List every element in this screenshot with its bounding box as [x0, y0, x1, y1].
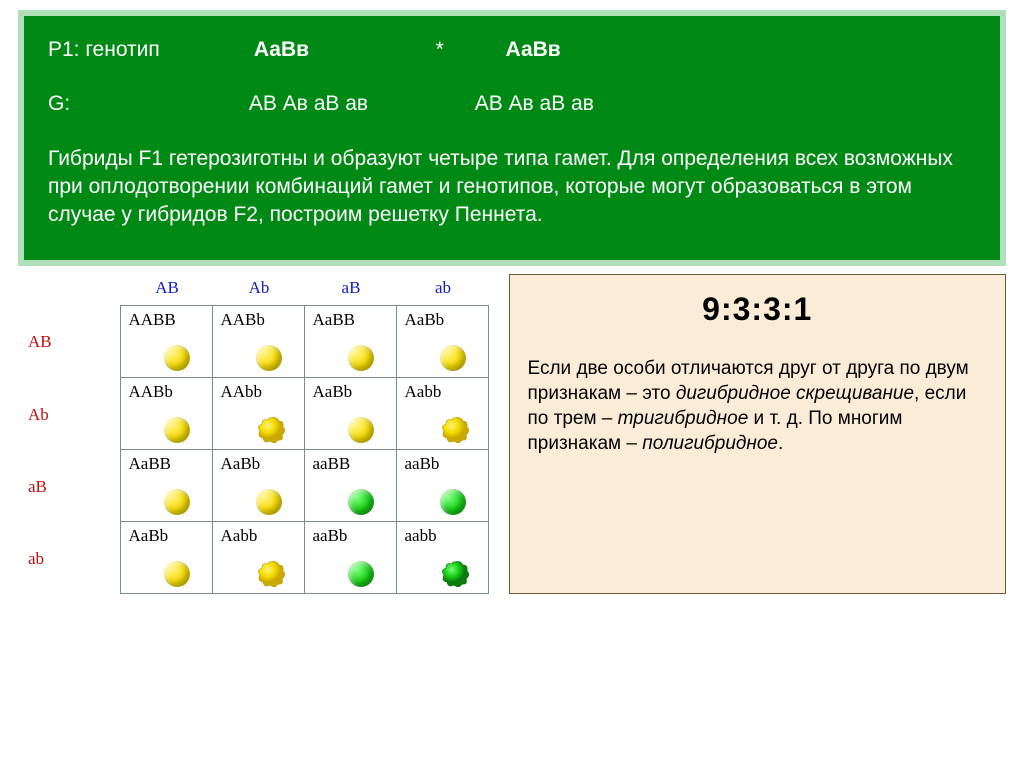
- row-header: AB: [28, 306, 120, 378]
- punnett-cell: Aabb: [396, 378, 488, 450]
- cell-genotype: Aabb: [405, 382, 482, 402]
- cell-genotype: AaBB: [313, 310, 390, 330]
- yellow-smooth-pea-icon: [256, 345, 282, 371]
- cell-genotype: AABB: [129, 310, 206, 330]
- col-header: ab: [396, 274, 488, 306]
- cell-genotype: AaBb: [221, 454, 298, 474]
- gametes-parent-2: АВ Ав аВ ав: [475, 90, 594, 118]
- expl-italic: полигибридное: [642, 433, 778, 454]
- gametes-parent-1: АВ Ав аВ ав: [249, 90, 469, 118]
- yellow-smooth-pea-icon: [256, 489, 282, 515]
- g-label: G:: [48, 90, 243, 118]
- cell-genotype: aaBb: [405, 454, 482, 474]
- cross-star: *: [380, 36, 500, 64]
- punnett-corner: [28, 274, 120, 306]
- punnett-cell: Aabb: [212, 522, 304, 594]
- cell-genotype: AaBb: [405, 310, 482, 330]
- green-smooth-pea-icon: [348, 489, 374, 515]
- punnett-cell: AABb: [120, 378, 212, 450]
- cell-genotype: AAbb: [221, 382, 298, 402]
- yellow-smooth-pea-icon: [164, 561, 190, 587]
- description-text: Гибриды F1 гетерозиготны и образуют четы…: [48, 145, 976, 230]
- yellow-wrinkled-pea-icon: [256, 415, 286, 445]
- yellow-wrinkled-pea-icon: [440, 415, 470, 445]
- cell-genotype: AABb: [221, 310, 298, 330]
- yellow-smooth-pea-icon: [440, 345, 466, 371]
- expl-part: .: [778, 433, 783, 454]
- cell-genotype: aaBb: [313, 526, 390, 546]
- punnett-cell: aaBb: [304, 522, 396, 594]
- p1-genotype-2: АаВв: [506, 38, 561, 61]
- row-header: Ab: [28, 378, 120, 450]
- punnett-cell: AABb: [212, 306, 304, 378]
- punnett-cell: AaBb: [304, 378, 396, 450]
- yellow-smooth-pea-icon: [164, 417, 190, 443]
- cell-genotype: aabb: [405, 526, 482, 546]
- punnett-cell: AABB: [120, 306, 212, 378]
- punnett-cell: aabb: [396, 522, 488, 594]
- yellow-smooth-pea-icon: [348, 417, 374, 443]
- row-header: aB: [28, 450, 120, 522]
- punnett-cell: AAbb: [212, 378, 304, 450]
- yellow-smooth-pea-icon: [164, 345, 190, 371]
- explanation-panel: 9:3:3:1 Если две особи отличаются друг о…: [509, 274, 1007, 595]
- punnett-cell: AaBb: [120, 522, 212, 594]
- expl-italic: дигибридное скрещивание: [676, 383, 914, 404]
- cell-genotype: AaBb: [313, 382, 390, 402]
- cell-genotype: AaBB: [129, 454, 206, 474]
- punnett-cell: AaBb: [396, 306, 488, 378]
- punnett-row: aB AaBB AaBb aaBB aaBb: [28, 450, 488, 522]
- punnett-cell: AaBB: [120, 450, 212, 522]
- punnett-cell: aaBb: [396, 450, 488, 522]
- punnett-cell: AaBb: [212, 450, 304, 522]
- p1-genotype-1: АаВв: [254, 36, 374, 64]
- phenotype-ratio: 9:3:3:1: [528, 291, 988, 328]
- yellow-smooth-pea-icon: [164, 489, 190, 515]
- yellow-wrinkled-pea-icon: [256, 559, 286, 589]
- punnett-square: AB Ab aB ab AB AABB AABb AaBB AaBb Ab AABb AAbb…: [28, 274, 489, 595]
- punnett-header-row: AB Ab aB ab: [28, 274, 488, 306]
- green-smooth-pea-icon: [440, 489, 466, 515]
- cell-genotype: aaBB: [313, 454, 390, 474]
- green-smooth-pea-icon: [348, 561, 374, 587]
- col-header: Ab: [212, 274, 304, 306]
- expl-italic: тригибридное: [618, 408, 749, 429]
- explanation-text: Если две особи отличаются друг от друга …: [528, 356, 988, 456]
- punnett-cell: aaBB: [304, 450, 396, 522]
- col-header: AB: [120, 274, 212, 306]
- p1-label: P1: генотип: [48, 36, 248, 64]
- gametes-line: G: АВ Ав аВ ав АВ Ав аВ ав: [48, 90, 976, 118]
- cell-genotype: AABb: [129, 382, 206, 402]
- col-header: aB: [304, 274, 396, 306]
- punnett-row: AB AABB AABb AaBB AaBb: [28, 306, 488, 378]
- p1-line: P1: генотип АаВв * АаВв: [48, 36, 976, 64]
- punnett-cell: AaBB: [304, 306, 396, 378]
- cross-description-panel: P1: генотип АаВв * АаВв G: АВ Ав аВ ав А…: [18, 10, 1006, 266]
- punnett-row: ab AaBb Aabb aaBb aabb: [28, 522, 488, 594]
- green-wrinkled-pea-icon: [440, 559, 470, 589]
- cell-genotype: Aabb: [221, 526, 298, 546]
- row-header: ab: [28, 522, 120, 594]
- cell-genotype: AaBb: [129, 526, 206, 546]
- punnett-row: Ab AABb AAbb AaBb Aabb: [28, 378, 488, 450]
- yellow-smooth-pea-icon: [348, 345, 374, 371]
